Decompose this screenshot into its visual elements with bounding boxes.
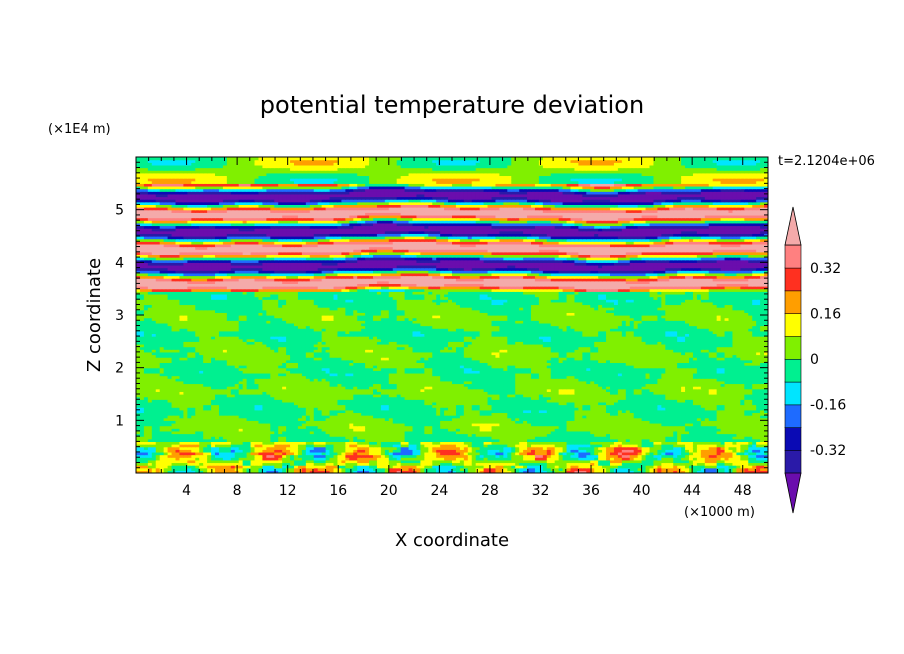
x-unit-label: (×1000 m) bbox=[684, 505, 755, 520]
x-axis-label: X coordinate bbox=[395, 530, 509, 551]
y-axis-label: Z coordinate bbox=[84, 258, 105, 372]
time-label: t=2.1204e+06 bbox=[778, 154, 875, 169]
y-unit-label: (×1E4 m) bbox=[48, 122, 111, 137]
chart-title: potential temperature deviation bbox=[260, 91, 644, 119]
contour-field bbox=[136, 157, 769, 474]
